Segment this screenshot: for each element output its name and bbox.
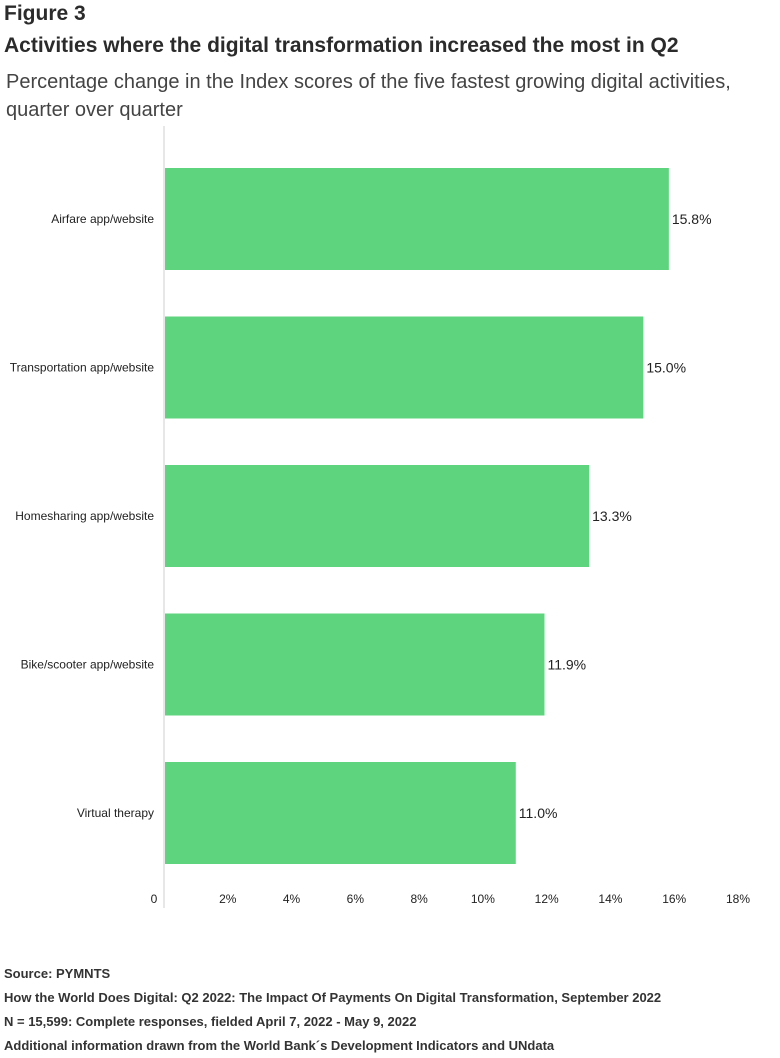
x-tick-label: 0 — [151, 892, 158, 906]
data-label: 11.0% — [519, 805, 558, 821]
category-label: Virtual therapy — [77, 806, 154, 820]
figure-label: Figure 3 — [4, 2, 86, 25]
chart-title: Activities where the digital transformat… — [4, 34, 679, 57]
bar — [165, 762, 516, 864]
footer-additional: Additional information drawn from the Wo… — [4, 1038, 555, 1053]
bar — [165, 168, 669, 270]
x-tick-label: 14% — [598, 892, 622, 906]
data-label: 13.3% — [592, 508, 632, 524]
bar — [165, 613, 545, 716]
x-tick-label: 18% — [726, 892, 750, 906]
data-label: 15.0% — [646, 360, 686, 376]
data-label: 15.8% — [672, 211, 712, 227]
x-tick-label: 12% — [535, 892, 559, 906]
footer: Source: PYMNTS How the World Does Digita… — [4, 962, 661, 1058]
footer-report: How the World Does Digital: Q2 2022: The… — [4, 990, 662, 1005]
category-label: Airfare app/website — [51, 212, 154, 226]
footer-source: Source: PYMNTS — [4, 966, 111, 981]
x-tick-label: 6% — [347, 892, 365, 906]
x-tick-label: 2% — [219, 892, 237, 906]
x-tick-label: 4% — [283, 892, 301, 906]
x-tick-label: 10% — [471, 892, 495, 906]
bar — [165, 465, 590, 567]
chart-subtitle: Percentage change in the Index scores of… — [6, 71, 731, 121]
footer-sample: N = 15,599: Complete responses, fielded … — [4, 1014, 417, 1029]
bar-chart: Airfare app/website 15.8% Transportation a… — [10, 126, 750, 908]
x-tick-label: 8% — [410, 892, 428, 906]
category-label: Bike/scooter app/website — [21, 658, 155, 672]
bar — [165, 316, 644, 419]
data-label: 11.9% — [547, 657, 586, 673]
x-tick-label: 16% — [662, 892, 686, 906]
category-label: Transportation app/website — [10, 361, 155, 375]
category-label: Homesharing app/website — [15, 509, 154, 523]
